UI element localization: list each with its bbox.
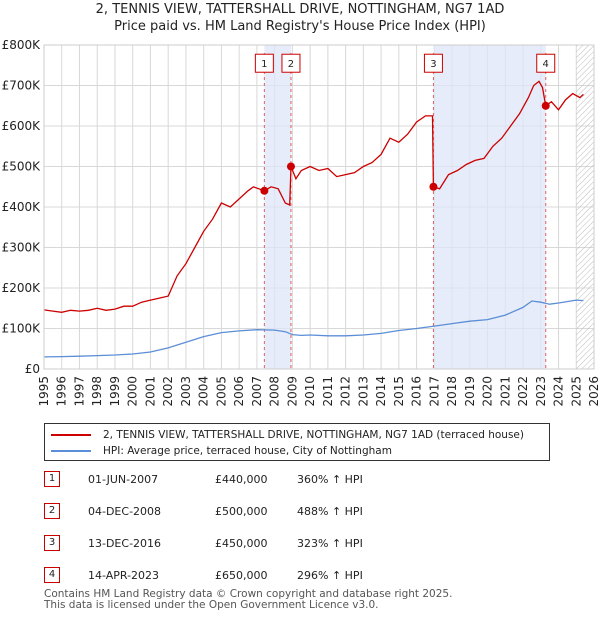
sale-box-label: 3 xyxy=(430,59,436,70)
x-tick-label: 2012 xyxy=(339,376,353,407)
x-tick-label: 2007 xyxy=(250,376,264,407)
legend-item-property: 2, TENNIS VIEW, TATTERSHALL DRIVE, NOTTI… xyxy=(51,427,524,443)
sale-marker xyxy=(429,182,438,191)
y-tick-label: £800K xyxy=(2,38,42,52)
chart-title: 2, TENNIS VIEW, TATTERSHALL DRIVE, NOTTI… xyxy=(96,2,505,17)
x-tick-label: 2015 xyxy=(392,376,406,407)
sale-marker xyxy=(286,162,295,171)
x-tick-label: 2025 xyxy=(569,376,583,407)
sale-date: 01-JUN-2007 xyxy=(88,473,159,486)
x-tick-label: 2000 xyxy=(126,376,140,407)
x-tick-label: 1998 xyxy=(90,376,104,407)
sale-number-badge: 4 xyxy=(44,567,60,583)
y-tick-label: £700K xyxy=(2,79,42,93)
x-tick-label: 2011 xyxy=(321,376,335,407)
x-tick-label: 2014 xyxy=(374,376,388,407)
legend-swatch-property xyxy=(51,434,91,436)
y-tick-label: £100K xyxy=(2,322,42,336)
x-tick-label: 2023 xyxy=(534,376,548,407)
x-tick-label: 1995 xyxy=(37,376,51,407)
sale-number-badge: 1 xyxy=(44,471,60,487)
forecast-hatch xyxy=(576,45,594,369)
x-tick-label: 2001 xyxy=(143,376,157,407)
price-paid-line xyxy=(43,80,584,313)
sale-marker xyxy=(541,101,550,110)
sale-hpi-change: 323% ↑ HPI xyxy=(297,537,363,550)
sale-price: £500,000 xyxy=(215,505,268,518)
sale-box xyxy=(281,53,301,73)
sale-price: £440,000 xyxy=(215,473,268,486)
sale-box-label: 4 xyxy=(543,59,549,70)
price-chart: 2, TENNIS VIEW, TATTERSHALL DRIVE, NOTTI… xyxy=(2,2,600,407)
footer-licence: This data is licensed under the Open Gov… xyxy=(44,599,379,611)
x-tick-label: 2017 xyxy=(427,376,441,407)
sale-hpi-change: 360% ↑ HPI xyxy=(297,473,363,486)
plot-frame xyxy=(43,44,595,370)
x-tick-label: 2006 xyxy=(232,376,246,407)
sale-box xyxy=(423,53,443,73)
shaded-period xyxy=(264,45,291,369)
y-tick-label: £500K xyxy=(2,160,42,174)
sale-hpi-change: 296% ↑ HPI xyxy=(297,569,363,582)
y-tick-label: £0 xyxy=(25,362,40,376)
x-tick-label: 2004 xyxy=(197,376,211,407)
x-tick-label: 1996 xyxy=(55,376,69,407)
y-tick-label: £600K xyxy=(2,119,42,133)
sale-box-label: 2 xyxy=(288,59,294,70)
sale-box-label: 1 xyxy=(261,59,267,70)
x-tick-label: 1999 xyxy=(108,376,122,407)
sale-number-badge: 3 xyxy=(44,535,60,551)
x-tick-label: 1997 xyxy=(72,376,86,407)
x-tick-label: 2019 xyxy=(463,376,477,407)
legend-item-hpi: HPI: Average price, terraced house, City… xyxy=(51,443,392,459)
x-tick-label: 2022 xyxy=(516,376,530,407)
sale-hpi-change: 488% ↑ HPI xyxy=(297,505,363,518)
y-tick-label: £200K xyxy=(2,281,42,295)
x-tick-label: 2009 xyxy=(285,376,299,407)
sale-date: 04-DEC-2008 xyxy=(88,505,162,518)
sale-box xyxy=(536,53,556,73)
x-tick-label: 2013 xyxy=(356,376,370,407)
x-tick-label: 2002 xyxy=(161,376,175,407)
x-tick-label: 2010 xyxy=(303,376,317,407)
legend-swatch-hpi xyxy=(51,450,91,452)
sale-date: 14-APR-2023 xyxy=(88,569,160,582)
footer-attribution: Contains HM Land Registry data © Crown c… xyxy=(44,589,452,611)
x-tick-label: 2008 xyxy=(268,376,282,407)
footer-copyright: Contains HM Land Registry data © Crown c… xyxy=(44,588,453,600)
chart-subtitle: Price paid vs. HM Land Registry's House … xyxy=(114,19,486,34)
sale-number-badge: 2 xyxy=(44,503,60,519)
legend-label-property: 2, TENNIS VIEW, TATTERSHALL DRIVE, NOTTI… xyxy=(103,429,524,441)
shaded-period xyxy=(433,45,546,369)
x-tick-label: 2005 xyxy=(214,376,228,407)
x-tick-label: 2018 xyxy=(445,376,459,407)
x-tick-label: 2024 xyxy=(552,376,566,407)
sale-box xyxy=(254,53,274,73)
y-tick-label: £400K xyxy=(2,200,42,214)
sale-date: 13-DEC-2016 xyxy=(88,537,162,550)
x-tick-label: 2003 xyxy=(179,376,193,407)
sale-marker xyxy=(260,186,269,195)
x-tick-label: 2026 xyxy=(587,376,600,407)
legend: 2, TENNIS VIEW, TATTERSHALL DRIVE, NOTTI… xyxy=(44,423,550,461)
y-tick-label: £300K xyxy=(2,241,42,255)
x-tick-label: 2016 xyxy=(410,376,424,407)
sale-price: £450,000 xyxy=(215,537,268,550)
hpi-line xyxy=(43,299,584,358)
x-tick-label: 2020 xyxy=(481,376,495,407)
x-tick-label: 2021 xyxy=(498,376,512,407)
sale-price: £650,000 xyxy=(215,569,268,582)
legend-label-hpi: HPI: Average price, terraced house, City… xyxy=(103,445,392,457)
